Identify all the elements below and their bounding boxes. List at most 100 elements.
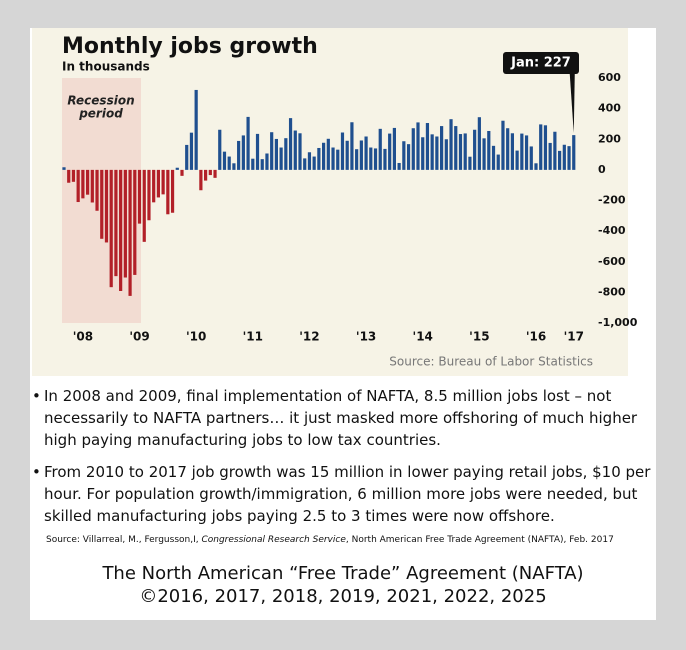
bar [152, 169, 156, 203]
bar [227, 156, 231, 170]
bar [137, 169, 142, 224]
bar [515, 150, 519, 170]
bar [482, 138, 486, 170]
bar [529, 146, 533, 170]
bar [317, 147, 321, 170]
bullet: In 2008 and 2009, final implementation o… [32, 385, 664, 451]
bar [133, 169, 137, 275]
bar [463, 133, 467, 170]
bar [454, 126, 458, 170]
x-tick-label: '09 [129, 330, 149, 344]
bar [237, 140, 241, 170]
bar [553, 131, 557, 170]
bar [369, 147, 373, 170]
bar [104, 169, 109, 243]
bar [558, 150, 562, 170]
bar [274, 138, 278, 170]
bar [340, 132, 345, 170]
y-tick-label: 200 [598, 132, 621, 145]
bar [62, 167, 66, 170]
bar [572, 135, 576, 170]
bar [312, 156, 316, 170]
x-tick-label: '11 [243, 330, 263, 344]
bar [241, 135, 245, 170]
bar [543, 125, 548, 170]
y-tick-label: 400 [598, 102, 621, 115]
y-tick-label: 600 [598, 71, 621, 84]
bar [194, 89, 198, 170]
bar [109, 169, 113, 288]
bar [345, 140, 349, 170]
bar [114, 169, 118, 277]
bar [265, 153, 269, 170]
bar [213, 169, 217, 178]
bar [147, 169, 151, 221]
bar [218, 129, 222, 170]
bar [90, 169, 94, 203]
bar [468, 156, 472, 170]
footer-line: The North American “Free Trade” Agreemen… [102, 563, 584, 584]
bar [331, 147, 335, 170]
bar [458, 134, 463, 170]
callout-label: Jan: 227 [510, 56, 571, 71]
footer-line: ©2016, 2017, 2018, 2019, 2021, 2022, 202… [139, 586, 547, 607]
bar [142, 169, 146, 242]
bar [406, 144, 411, 170]
bar [496, 154, 500, 170]
bar [402, 141, 406, 170]
bar [487, 130, 491, 170]
bar [473, 129, 477, 170]
bar [255, 133, 260, 170]
chart-subtitle: In thousands [62, 60, 150, 74]
y-tick-label: -1,000 [598, 316, 638, 329]
y-tick-label: -400 [598, 224, 626, 237]
bar [270, 132, 274, 170]
citation-text: , North American Free Trade Agreement (N… [345, 535, 614, 545]
shade-label: period [78, 107, 123, 121]
x-tick-label: '17 [564, 330, 584, 344]
bullet: From 2010 to 2017 job growth was 15 mill… [32, 461, 664, 527]
bar [260, 159, 264, 170]
bar [185, 144, 189, 170]
bar [444, 139, 448, 170]
citation: Source: Villarreal, M., Fergusson,I, Con… [46, 535, 614, 545]
citation-text: Congressional Research Service [201, 535, 346, 545]
bar [251, 158, 255, 170]
bar [520, 133, 524, 170]
bar [222, 151, 227, 170]
bar [95, 169, 99, 211]
bar [392, 127, 396, 170]
chart-source: Source: Bureau of Labor Statistics [389, 355, 593, 369]
y-tick-label: -200 [598, 194, 626, 207]
bar [170, 169, 175, 213]
bar [388, 133, 392, 170]
bar [534, 163, 538, 170]
bar [539, 124, 543, 170]
bar [383, 148, 387, 170]
bar [175, 167, 179, 170]
bar [71, 169, 76, 182]
y-tick-label: -600 [598, 255, 626, 268]
bar [359, 140, 363, 170]
bar [119, 169, 123, 291]
bar [449, 119, 453, 170]
x-tick-label: '15 [469, 330, 489, 344]
bar [440, 126, 444, 170]
bar [567, 146, 571, 170]
bar [501, 120, 505, 170]
bar [67, 169, 71, 183]
bar [491, 145, 496, 170]
bar [307, 152, 312, 170]
y-tick-label: -800 [598, 285, 626, 298]
bar [336, 149, 340, 170]
bar [161, 169, 165, 195]
x-tick-label: '13 [356, 330, 376, 344]
bar [364, 136, 368, 170]
bar [232, 163, 236, 170]
bar [524, 135, 529, 170]
bar [298, 133, 302, 170]
bar [246, 116, 250, 170]
x-tick-label: '10 [186, 330, 206, 344]
